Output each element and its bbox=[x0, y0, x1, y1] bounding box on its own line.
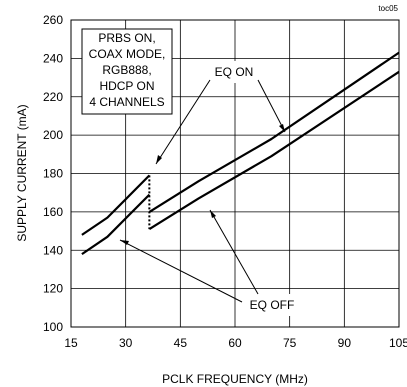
eq-on-arrowhead-1 bbox=[156, 155, 162, 164]
x-tick-label: 15 bbox=[64, 336, 78, 350]
y-tick-label: 240 bbox=[43, 51, 63, 65]
x-axis-label: PCLK FREQUENCY (MHz) bbox=[162, 372, 308, 386]
eq-off-label: EQ OFF bbox=[250, 298, 295, 312]
grid bbox=[71, 20, 399, 327]
condition-line-4: HDCP ON bbox=[99, 79, 154, 93]
y-tick-label: 100 bbox=[43, 320, 63, 334]
series-line-eq-off-3 bbox=[148, 70, 400, 231]
figure-tag: toc05 bbox=[378, 4, 398, 13]
y-tick-label: 260 bbox=[43, 13, 63, 27]
x-tick-labels: 15 30 45 60 75 90 105 bbox=[64, 336, 407, 350]
eq-on-arrowhead-2 bbox=[279, 124, 285, 132]
eq-on-arrow-2 bbox=[257, 79, 286, 133]
eq-off-label-box bbox=[242, 294, 302, 316]
y-axis-label: SUPPLY CURRENT (mA) bbox=[15, 104, 29, 241]
y-tick-label: 140 bbox=[43, 243, 63, 257]
series-line-eq-off-2 bbox=[81, 193, 151, 256]
eq-on-arrow-1 bbox=[155, 79, 211, 165]
y-tick-labels: 100 120 140 160 180 200 220 240 260 bbox=[43, 13, 63, 334]
eq-on-label: EQ ON bbox=[215, 65, 254, 79]
x-tick-label: 30 bbox=[119, 336, 133, 350]
eq-on-label-box bbox=[207, 61, 261, 83]
condition-line-2: COAX MODE, bbox=[89, 47, 166, 61]
eq-off-arrow-2 bbox=[209, 209, 259, 295]
condition-line-5: 4 CHANNELS bbox=[89, 95, 164, 109]
x-tick-label: 90 bbox=[338, 336, 352, 350]
series-line-eq-on-1 bbox=[148, 51, 400, 213]
y-tick-label: 160 bbox=[43, 205, 63, 219]
y-tick-label: 220 bbox=[43, 90, 63, 104]
conditions-box bbox=[81, 28, 173, 115]
x-tick-label: 45 bbox=[174, 336, 188, 350]
series-line-eq-on-0 bbox=[81, 174, 151, 236]
x-tick-label: 105 bbox=[389, 336, 407, 350]
y-tick-label: 120 bbox=[43, 282, 63, 296]
x-tick-label: 75 bbox=[283, 336, 297, 350]
condition-line-1: PRBS ON, bbox=[98, 31, 155, 45]
eq-off-arrow-1 bbox=[119, 239, 243, 303]
eq-off-arrowhead-2 bbox=[210, 210, 216, 218]
eq-off-arrowhead-1 bbox=[120, 240, 129, 245]
series-lines bbox=[81, 51, 400, 256]
y-tick-label: 180 bbox=[43, 167, 63, 181]
x-tick-label: 60 bbox=[228, 336, 242, 350]
condition-line-3: RGB888, bbox=[102, 63, 151, 77]
y-tick-label: 200 bbox=[43, 128, 63, 142]
